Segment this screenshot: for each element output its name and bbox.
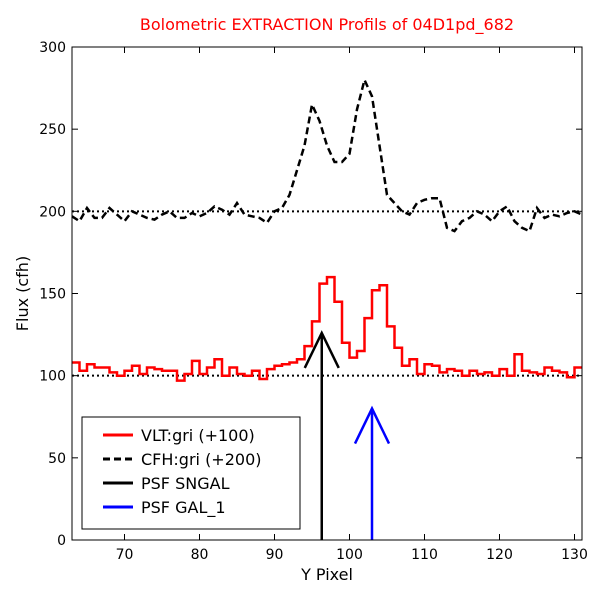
tick-layer: 70 80 90 100 110 120 130 0 50 100 150 200 250 300 bbox=[39, 40, 588, 563]
x-tick-label: 70 bbox=[116, 547, 134, 563]
y-axis-label: Flux (cfh) bbox=[13, 256, 32, 331]
x-tick-label: 90 bbox=[266, 547, 284, 563]
y-tick-label: 0 bbox=[57, 533, 66, 549]
legend-label-psf-gal1: PSF GAL_1 bbox=[141, 498, 226, 518]
y-tick-label: 200 bbox=[39, 204, 66, 220]
legend-label-vlt: VLT:gri (+100) bbox=[141, 426, 255, 445]
arrow-psf-gal1-head bbox=[353, 405, 391, 445]
arrow-psf-sngal-head bbox=[303, 330, 340, 369]
y-tick-label: 150 bbox=[39, 287, 66, 303]
x-tick-label: 130 bbox=[561, 547, 588, 563]
y-tick-label: 100 bbox=[39, 369, 66, 385]
legend: VLT:gri (+100) CFH:gri (+200) PSF SNGAL … bbox=[81, 416, 301, 530]
series-vlt-line bbox=[72, 275, 582, 382]
legend-label-cfh: CFH:gri (+200) bbox=[141, 450, 262, 469]
x-tick-label: 120 bbox=[486, 547, 513, 563]
y-tick-label: 50 bbox=[48, 451, 66, 467]
x-axis-label: Y Pixel bbox=[300, 565, 353, 584]
y-tick-label: 300 bbox=[39, 40, 66, 56]
x-tick-label: 110 bbox=[411, 547, 438, 563]
series-cfh-line bbox=[71, 76, 583, 233]
legend-label-psf-sngal: PSF SNGAL bbox=[141, 474, 230, 493]
x-tick-label: 80 bbox=[191, 547, 209, 563]
chart-title: Bolometric EXTRACTION Profils of 04D1pd_… bbox=[140, 15, 514, 35]
data-layer bbox=[71, 76, 583, 540]
y-tick-label: 250 bbox=[39, 122, 66, 138]
x-tick-label: 100 bbox=[336, 547, 363, 563]
